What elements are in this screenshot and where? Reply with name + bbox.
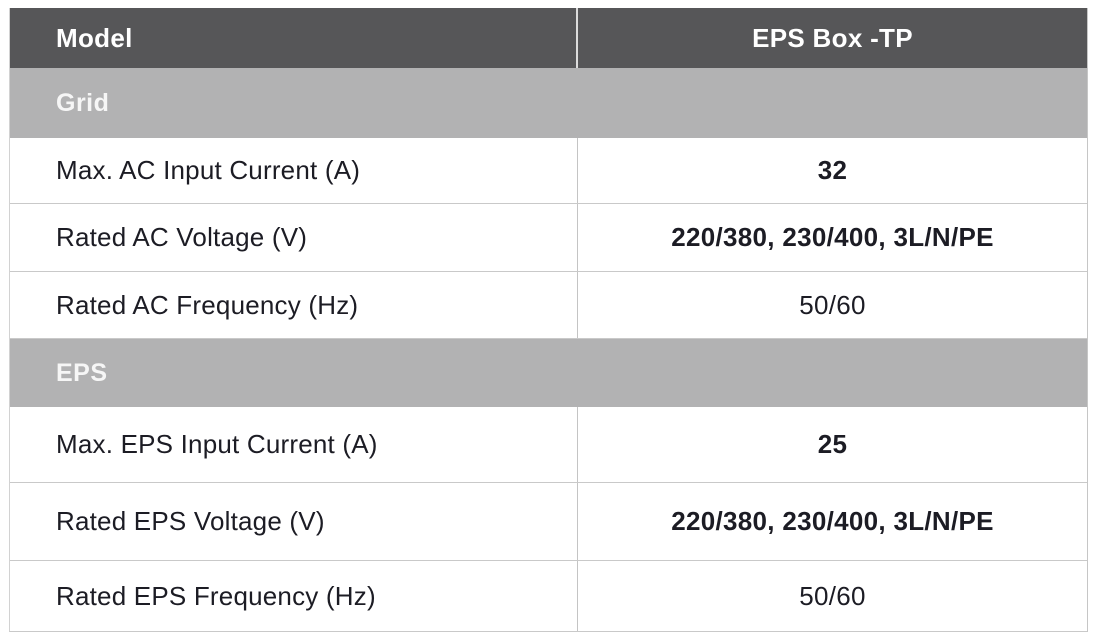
- table-row: Max. EPS Input Current (A) 25: [10, 407, 1087, 483]
- table-row: Rated EPS Voltage (V) 220/380, 230/400, …: [10, 483, 1087, 561]
- row-label: Max. EPS Input Current (A): [10, 407, 578, 482]
- row-value: 32: [817, 155, 848, 185]
- spec-table: Model EPS Box -TP Grid Max. AC Input Cur…: [9, 8, 1088, 632]
- row-value: 25: [817, 429, 848, 459]
- row-label: Rated EPS Frequency (Hz): [10, 561, 578, 631]
- table-row: Rated AC Voltage (V) 220/380, 230/400, 3…: [10, 204, 1087, 272]
- header-cell-product: EPS Box -TP: [752, 22, 913, 53]
- row-value: 50/60: [799, 580, 866, 611]
- table-row: Rated EPS Frequency (Hz) 50/60: [10, 561, 1087, 631]
- row-value: 220/380, 230/400, 3L/N/PE: [671, 222, 994, 252]
- section-header-eps: EPS: [10, 339, 1087, 407]
- row-value: 220/380, 230/400, 3L/N/PE: [671, 506, 994, 536]
- row-value: 50/60: [799, 289, 866, 320]
- table-row: Max. AC Input Current (A) 32: [10, 138, 1087, 204]
- table-header-row: Model EPS Box -TP: [10, 8, 1087, 68]
- row-label: Rated AC Voltage (V): [10, 204, 578, 271]
- table-row: Rated AC Frequency (Hz) 50/60: [10, 272, 1087, 339]
- row-label: Max. AC Input Current (A): [10, 138, 578, 203]
- header-cell-model: Model: [10, 8, 578, 68]
- section-header-grid: Grid: [10, 68, 1087, 138]
- row-label: Rated AC Frequency (Hz): [10, 272, 578, 338]
- row-label: Rated EPS Voltage (V): [10, 483, 578, 560]
